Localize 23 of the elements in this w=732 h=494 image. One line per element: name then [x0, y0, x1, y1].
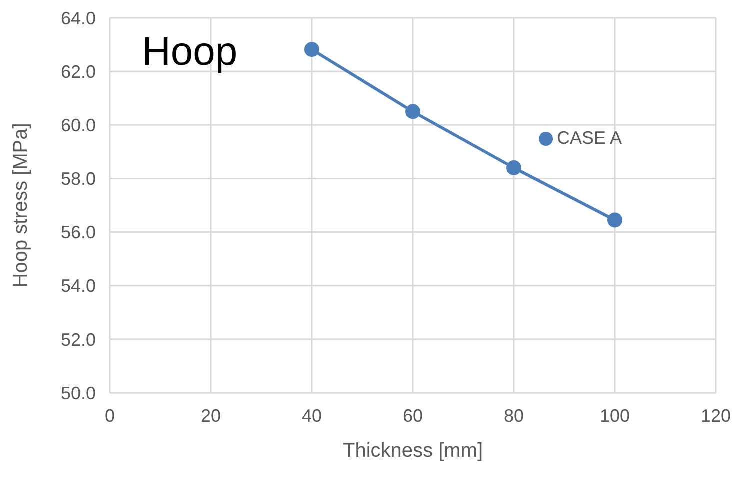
x-tick-label: 40: [302, 406, 322, 426]
chart-title: Hoop: [142, 30, 238, 75]
y-tick-label: 52.0: [60, 330, 96, 350]
x-tick-label: 120: [700, 406, 732, 426]
y-tick-label: 56.0: [60, 222, 96, 243]
y-tick-label: 60.0: [60, 116, 96, 136]
y-tick-label: 64.0: [60, 8, 96, 28]
point: [506, 160, 522, 176]
y-tick-label: 62.0: [60, 62, 96, 82]
y-tick-label: 54.0: [60, 276, 96, 296]
y-tick-label: 58.0: [60, 169, 96, 190]
x-tick-label: 20: [200, 406, 222, 426]
x-axis-title: Thickness [mm]: [342, 440, 484, 462]
point: [406, 104, 420, 120]
x-tick-label: 60: [402, 406, 424, 426]
legend-label: CASE A: [556, 128, 622, 148]
x-tick-label: 80: [504, 406, 524, 426]
point: [304, 42, 320, 58]
y-axis-title: Hoop stress [MPa]: [10, 123, 32, 288]
y-tick-label: 50.0: [60, 383, 96, 404]
x-tick-label: 100: [600, 406, 630, 426]
x-tick-label: 0: [104, 406, 116, 426]
point: [608, 212, 622, 228]
